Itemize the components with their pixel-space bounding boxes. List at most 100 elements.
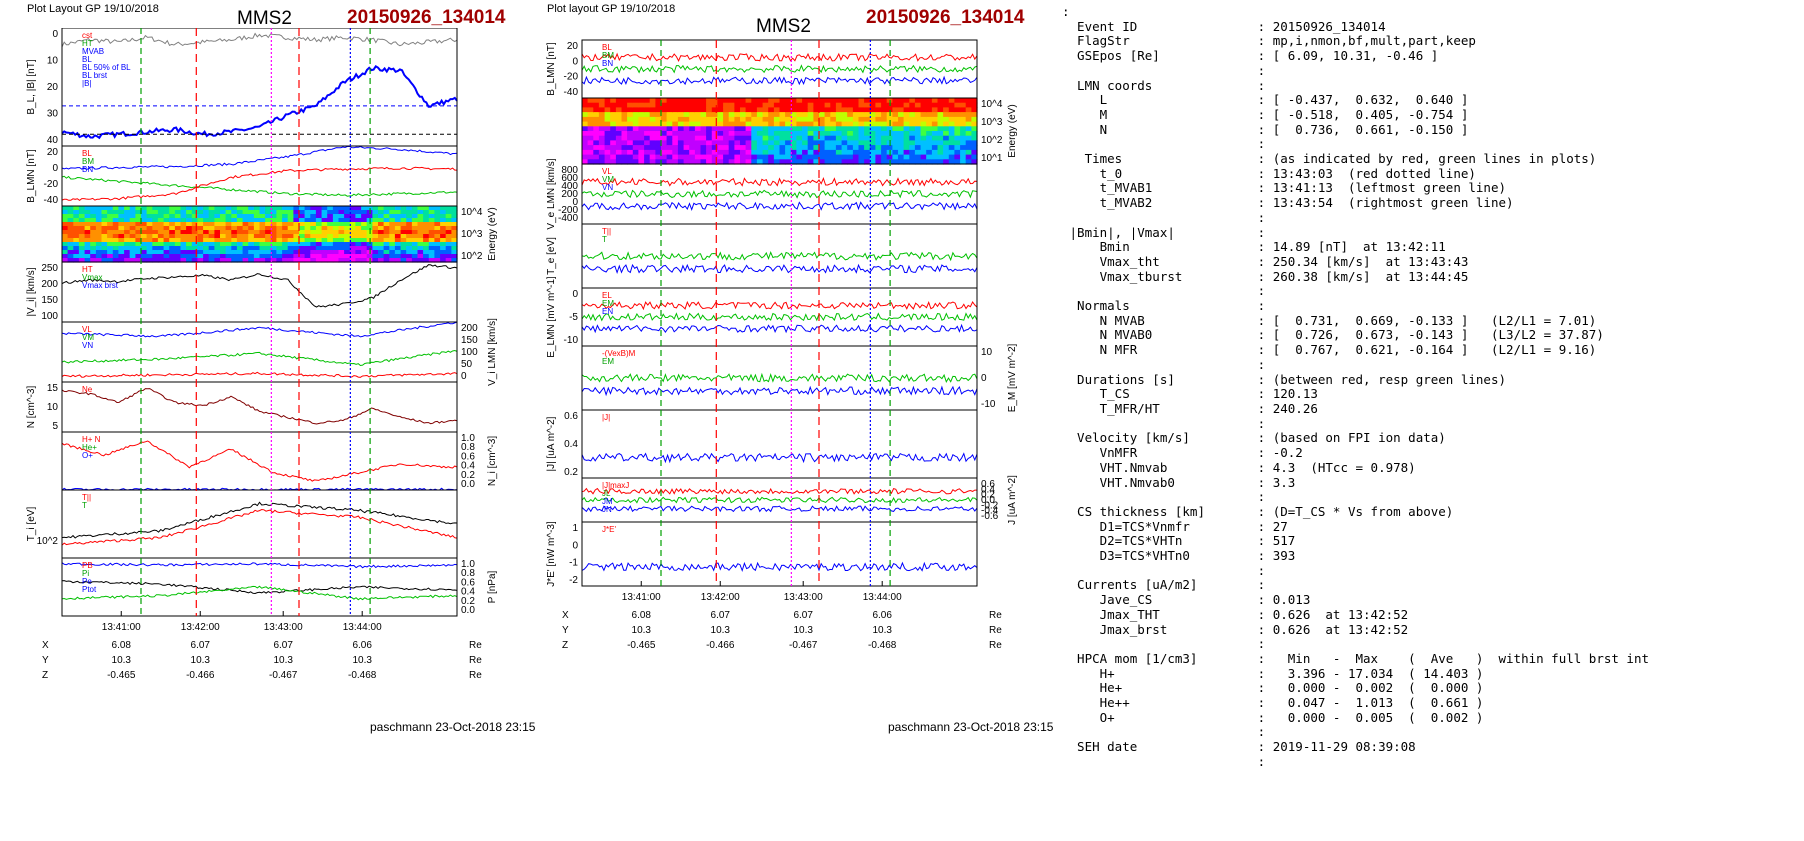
spectrogram-cell: [287, 234, 294, 239]
spectrogram-cell: [208, 206, 215, 211]
spectrogram-cell: [807, 145, 814, 151]
spectrogram-cell: [236, 230, 244, 235]
spectrogram-cell: [587, 98, 594, 104]
spectrogram-cell: [276, 250, 283, 255]
spectrogram-cell: [869, 159, 876, 165]
spectrogram-cell: [361, 250, 368, 255]
spectrogram-cell: [118, 246, 125, 251]
spectrogram-cell: [310, 230, 317, 235]
spectrogram-cell: [723, 121, 730, 127]
spectrogram-cell: [593, 98, 600, 104]
spectrogram-cell: [847, 140, 854, 146]
spectrogram-cell: [327, 238, 334, 243]
spectrogram-cell: [135, 230, 142, 235]
y-tick-label: 0: [461, 371, 467, 382]
spectrogram-cell: [265, 246, 272, 251]
spectrogram-cell: [762, 102, 769, 108]
spectrogram-cell: [236, 210, 244, 215]
spectrogram-cell: [327, 242, 334, 247]
spectrogram-cell: [582, 112, 589, 118]
spectrogram-cell: [423, 234, 430, 239]
spectrogram-cell: [338, 214, 345, 219]
spectrogram-cell: [95, 258, 103, 263]
spectrogram-cell: [332, 250, 340, 255]
spectrogram-cell: [180, 242, 187, 247]
spectrogram-cell: [174, 258, 182, 263]
spectrogram-cell: [169, 206, 176, 211]
spectrogram-cell: [909, 159, 916, 165]
spectrogram-cell: [869, 149, 876, 156]
spectrogram-cell: [627, 149, 634, 156]
spectrogram-cell: [864, 107, 871, 113]
position-unit: Re: [989, 625, 1002, 636]
spectrogram-cell: [711, 121, 718, 127]
spectrogram-cell: [78, 222, 86, 227]
spectrogram-cell: [259, 258, 266, 263]
spectrogram-cell: [717, 98, 724, 104]
spectrogram-cell: [627, 116, 634, 123]
spectrogram-cell: [604, 112, 611, 118]
spectrogram-cell: [830, 116, 837, 123]
spectrogram-cell: [383, 258, 390, 263]
info-line: :: [1062, 4, 1070, 19]
spectrogram-cell: [943, 145, 950, 151]
legend-label: cst: [82, 31, 93, 40]
spectrogram-cell: [327, 210, 334, 215]
spectrogram-cell: [598, 121, 606, 127]
position-value: 10.3: [112, 655, 132, 666]
spectrogram-cell: [943, 102, 950, 108]
spectrogram-cell: [920, 107, 927, 113]
spectrogram-cell: [745, 145, 752, 151]
spectrogram-cell: [898, 107, 905, 113]
info-line: FlagStr : mp,i,nmon,bf,mult,part,keep: [1062, 33, 1476, 49]
spectrogram-cell: [378, 242, 385, 247]
spectrogram-cell: [869, 140, 876, 146]
spectrogram-cell: [666, 135, 673, 141]
spectrogram-cell: [141, 226, 148, 231]
spectrogram-cell: [881, 98, 888, 104]
spectrogram-cell: [118, 214, 125, 219]
spectrogram-cell: [129, 222, 136, 227]
spectrogram-cell: [807, 159, 814, 165]
spectrogram-cell: [723, 116, 730, 123]
y-tick-label: 100: [461, 347, 478, 358]
spectrogram-cell: [394, 226, 402, 231]
spectrogram-cell: [666, 107, 673, 113]
spectrogram-cell: [971, 159, 978, 165]
position-value: -0.467: [269, 670, 298, 681]
spectrogram-cell: [621, 121, 628, 127]
spectrogram-cell: [903, 140, 910, 146]
spectrogram-cell: [332, 218, 340, 223]
spectrogram-cell: [937, 126, 944, 132]
spectrogram-cell: [898, 149, 905, 156]
spectrogram-cell: [434, 210, 441, 215]
spectrogram-cell: [180, 230, 187, 235]
spectrogram-cell: [943, 149, 950, 156]
spectrogram-cell: [756, 145, 764, 151]
spectrogram-cell: [779, 121, 786, 127]
spectrogram-cell: [124, 218, 131, 223]
spectrogram-cell: [734, 131, 741, 137]
spectrogram-cell: [107, 246, 114, 251]
spectrogram-cell: [655, 154, 662, 160]
series-line-bm: [61, 175, 458, 197]
series-line-vm: [61, 349, 458, 367]
spectrogram-cell: [327, 250, 334, 255]
spectrogram-cell: [157, 242, 165, 247]
spectrogram-cell: [644, 154, 651, 160]
spectrogram-cell: [299, 242, 306, 247]
spectrogram-cell: [807, 98, 814, 104]
spectrogram-cell: [225, 226, 232, 231]
info-line: HPCA mom [1/cm3] : Min - Max ( Ave ) wit…: [1062, 650, 1649, 666]
position-value: 6.07: [191, 640, 211, 651]
spectrogram-cell: [400, 258, 407, 263]
spectrogram-cell: [756, 116, 764, 123]
spectrogram-cell: [417, 250, 424, 255]
spectrogram-cell: [394, 206, 402, 211]
spectrogram-cell: [417, 246, 424, 251]
spectrogram-cell: [700, 135, 707, 141]
spectrogram-cell: [864, 98, 871, 104]
spectrogram-cell: [231, 222, 238, 227]
